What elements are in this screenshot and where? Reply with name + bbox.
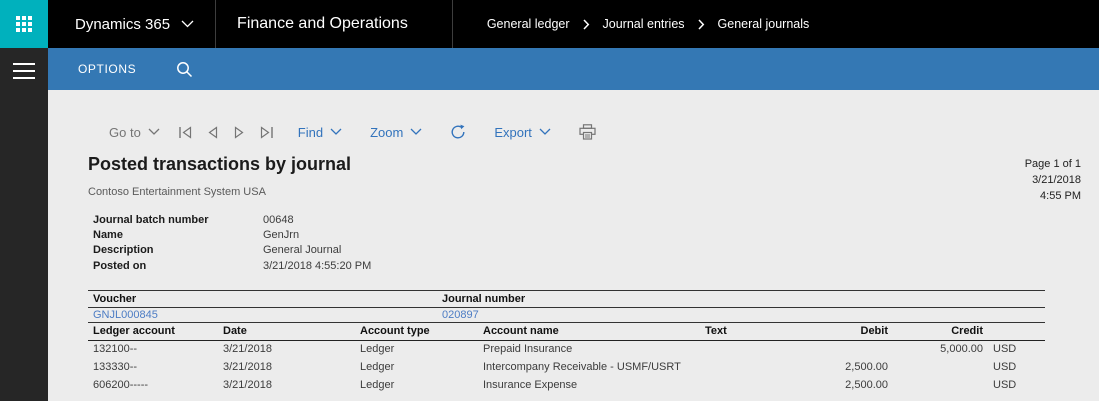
first-page-icon[interactable] <box>178 125 192 139</box>
voucher-table: Voucher Journal number GNJL000845 020897 <box>88 290 1045 323</box>
report-viewer: Go to Find Zoom Export <box>48 90 1099 401</box>
journal-header-fields: Journal batch number 00648 Name GenJrn D… <box>93 213 371 274</box>
printer-icon <box>579 124 596 140</box>
page-navigation <box>178 125 274 139</box>
chevron-down-icon <box>539 128 551 135</box>
report-date: 3/21/2018 <box>1032 174 1081 186</box>
next-page-icon[interactable] <box>234 125 244 139</box>
breadcrumb-general-journals[interactable]: General journals <box>717 17 810 31</box>
divider <box>215 0 217 48</box>
voucher-link[interactable]: GNJL000845 <box>93 309 158 321</box>
chevron-down-icon <box>181 20 194 28</box>
voucher-column-header: Voucher <box>88 290 437 308</box>
refresh-icon <box>451 124 465 139</box>
search-icon <box>177 61 193 77</box>
table-header-row: Ledger account Date Account type Account… <box>88 323 1045 341</box>
report-toolbar: Go to Find Zoom Export <box>109 122 596 142</box>
field-journal-batch-number: Journal batch number 00648 <box>93 214 294 226</box>
zoom-button[interactable]: Zoom <box>370 125 422 140</box>
chevron-down-icon <box>410 128 422 135</box>
suite-title[interactable]: Finance and Operations <box>237 15 408 32</box>
last-page-icon[interactable] <box>260 125 274 139</box>
chevron-down-icon <box>148 128 160 135</box>
field-posted-on: Posted on 3/21/2018 4:55:20 PM <box>93 259 372 272</box>
breadcrumb-journal-entries[interactable]: Journal entries <box>602 17 685 31</box>
transactions-section: Voucher Journal number GNJL000845 020897… <box>88 290 1045 394</box>
app-launcher-button[interactable] <box>0 0 48 48</box>
dynamics-365-menu[interactable]: Dynamics 365 <box>48 0 215 48</box>
export-button[interactable]: Export <box>494 125 551 140</box>
currency-header <box>985 323 1045 341</box>
search-button[interactable] <box>176 61 193 78</box>
command-bar: OPTIONS <box>48 48 1099 90</box>
journal-number-column-header: Journal number <box>437 290 1045 308</box>
waffle-icon <box>16 16 32 32</box>
chevron-down-icon <box>330 128 342 135</box>
find-button[interactable]: Find <box>298 125 342 140</box>
table-row: 133330-- 3/21/2018 Ledger Intercompany R… <box>93 361 1017 373</box>
refresh-button[interactable] <box>450 124 466 140</box>
breadcrumb: General ledger Journal entries General j… <box>487 0 809 48</box>
account-type-header: Account type <box>355 323 478 341</box>
chevron-right-icon <box>697 18 704 30</box>
transactions-table: Ledger account Date Account type Account… <box>88 323 1045 394</box>
page-meta: Page 1 of 1 3/21/2018 4:55 PM <box>1025 156 1081 204</box>
hamburger-menu-button[interactable] <box>13 63 35 79</box>
chevron-right-icon <box>582 18 589 30</box>
page-number: Page 1 of 1 <box>1024 158 1081 170</box>
account-name-header: Account name <box>478 323 700 341</box>
print-button[interactable] <box>579 124 596 140</box>
field-description: Description General Journal <box>93 244 342 257</box>
ledger-account-header: Ledger account <box>88 323 218 341</box>
field-name: Name GenJrn <box>93 229 300 242</box>
report-time: 4:55 PM <box>1040 190 1081 202</box>
table-row: 606200----- 3/21/2018 Ledger Insurance E… <box>93 379 1017 391</box>
journal-number-link[interactable]: 020897 <box>442 309 479 321</box>
divider <box>451 0 453 48</box>
debit-header: Debit <box>800 323 890 341</box>
table-row: 132100-- 3/21/2018 Ledger Prepaid Insura… <box>93 343 1017 356</box>
left-sidebar <box>0 48 48 401</box>
text-header: Text <box>700 323 800 341</box>
report-title: Posted transactions by journal <box>88 154 352 174</box>
options-menu[interactable]: OPTIONS <box>78 62 137 76</box>
previous-page-icon[interactable] <box>208 125 218 139</box>
product-name: Dynamics 365 <box>75 15 171 33</box>
breadcrumb-general-ledger[interactable]: General ledger <box>486 17 570 31</box>
credit-header: Credit <box>890 323 985 341</box>
date-header: Date <box>218 323 355 341</box>
company-name: Contoso Entertainment System USA <box>88 186 266 198</box>
goto-button[interactable]: Go to <box>109 125 160 140</box>
top-nav-bar: Dynamics 365 Finance and Operations Gene… <box>0 0 1099 48</box>
